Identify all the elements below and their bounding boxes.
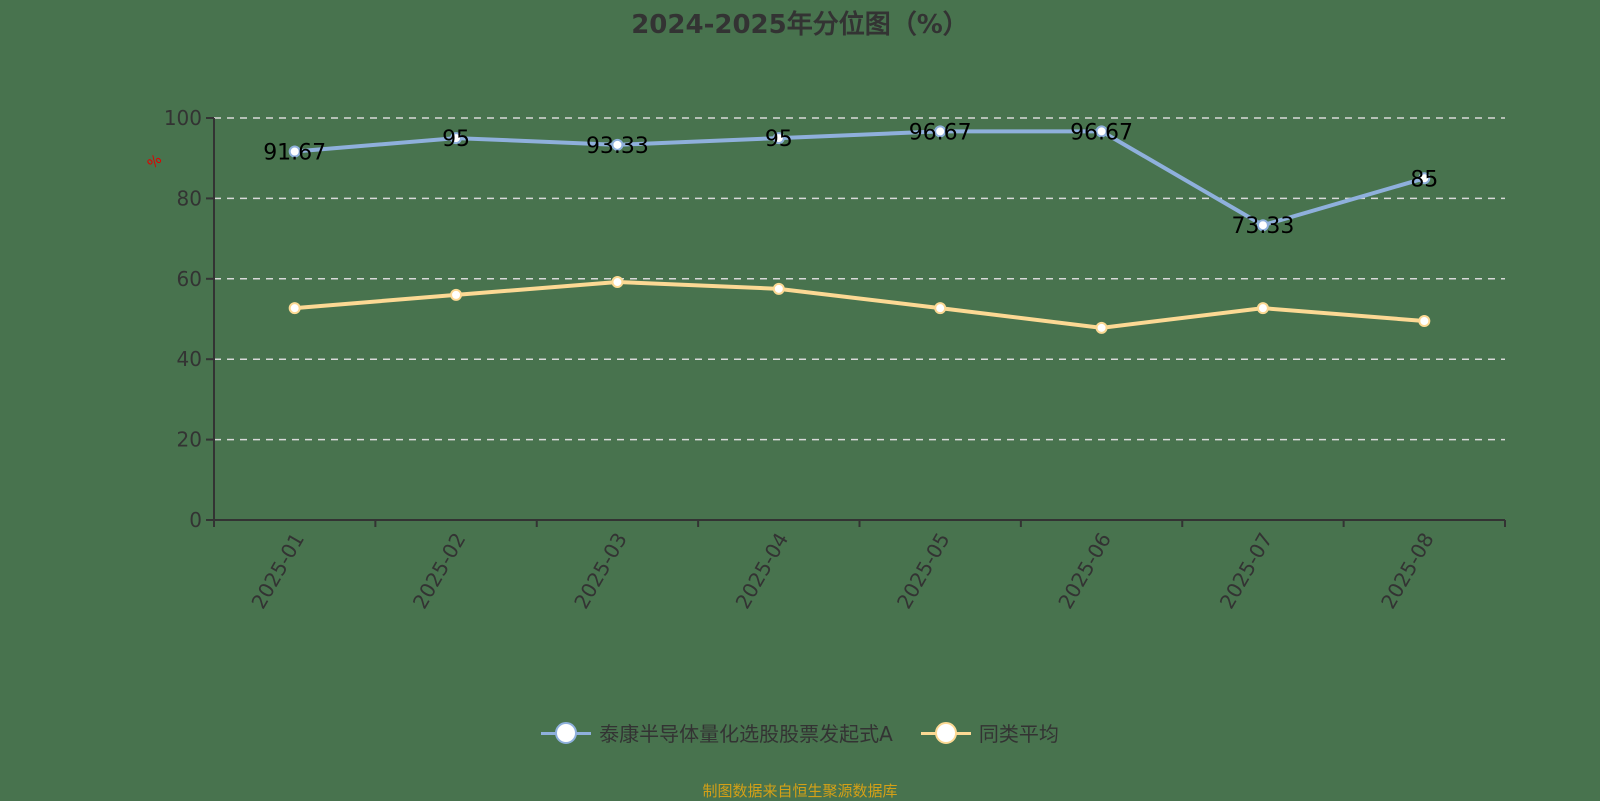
data-point[interactable] [611,276,624,289]
y-tick-label: 20 [177,428,202,452]
data-point[interactable] [772,132,785,145]
y-tick-label: 0 [189,508,202,532]
data-point[interactable] [288,302,301,315]
chart-title: 2024-2025年分位图（%） [631,10,969,40]
data-label: 96.67 [909,120,972,145]
x-tick-label: 2025-07 [1215,529,1278,613]
data-point[interactable] [450,132,463,145]
y-axis-unit-label: % [145,152,166,173]
data-point[interactable] [1095,125,1108,138]
x-tick-label: 2025-06 [1053,529,1116,613]
legend-item-peer-average[interactable]: 同类平均 [920,718,1059,747]
series-line [294,129,1425,228]
x-tick-label: 2025-03 [569,529,632,613]
data-point[interactable] [1256,219,1269,232]
data-label: 73.33 [1231,214,1294,239]
legend-label: 泰康半导体量化选股股票发起式A [599,722,893,746]
data-label: 91.67 [263,140,326,165]
x-tick-label: 2025-05 [892,529,955,613]
x-tick-label: 2025-04 [731,529,794,613]
data-point[interactable] [934,125,947,138]
data-label: 95 [442,127,470,152]
series-line [294,280,1425,330]
x-tick-label: 2025-01 [246,529,309,613]
data-point[interactable] [1256,302,1269,315]
y-tick-label: 80 [177,186,202,210]
data-label: 85 [1410,167,1438,192]
data-point[interactable] [1095,321,1108,334]
data-point[interactable] [1418,172,1431,185]
data-label: 95 [765,127,793,152]
data-point[interactable] [934,302,947,315]
y-tick-label: 100 [164,106,202,130]
data-source-note: 制图数据来自恒生聚源数据库 [702,782,898,800]
legend-marker-icon [541,721,592,745]
data-label: 96.67 [1070,120,1133,145]
y-tick-label: 40 [177,347,202,371]
data-point[interactable] [288,145,301,158]
data-point[interactable] [450,288,463,301]
legend-label: 同类平均 [978,722,1059,746]
legend: 泰康半导体量化选股股票发起式A 同类平均 [0,718,1600,747]
y-tick-label: 60 [177,267,202,291]
data-point[interactable] [772,282,785,295]
legend-marker-icon [920,721,971,745]
data-label: 93.33 [586,134,649,159]
data-point[interactable] [611,138,624,151]
x-tick-label: 2025-02 [408,529,471,613]
legend-item-fund[interactable]: 泰康半导体量化选股股票发起式A [541,718,893,747]
x-tick-label: 2025-08 [1376,529,1439,613]
data-point[interactable] [1418,315,1431,328]
